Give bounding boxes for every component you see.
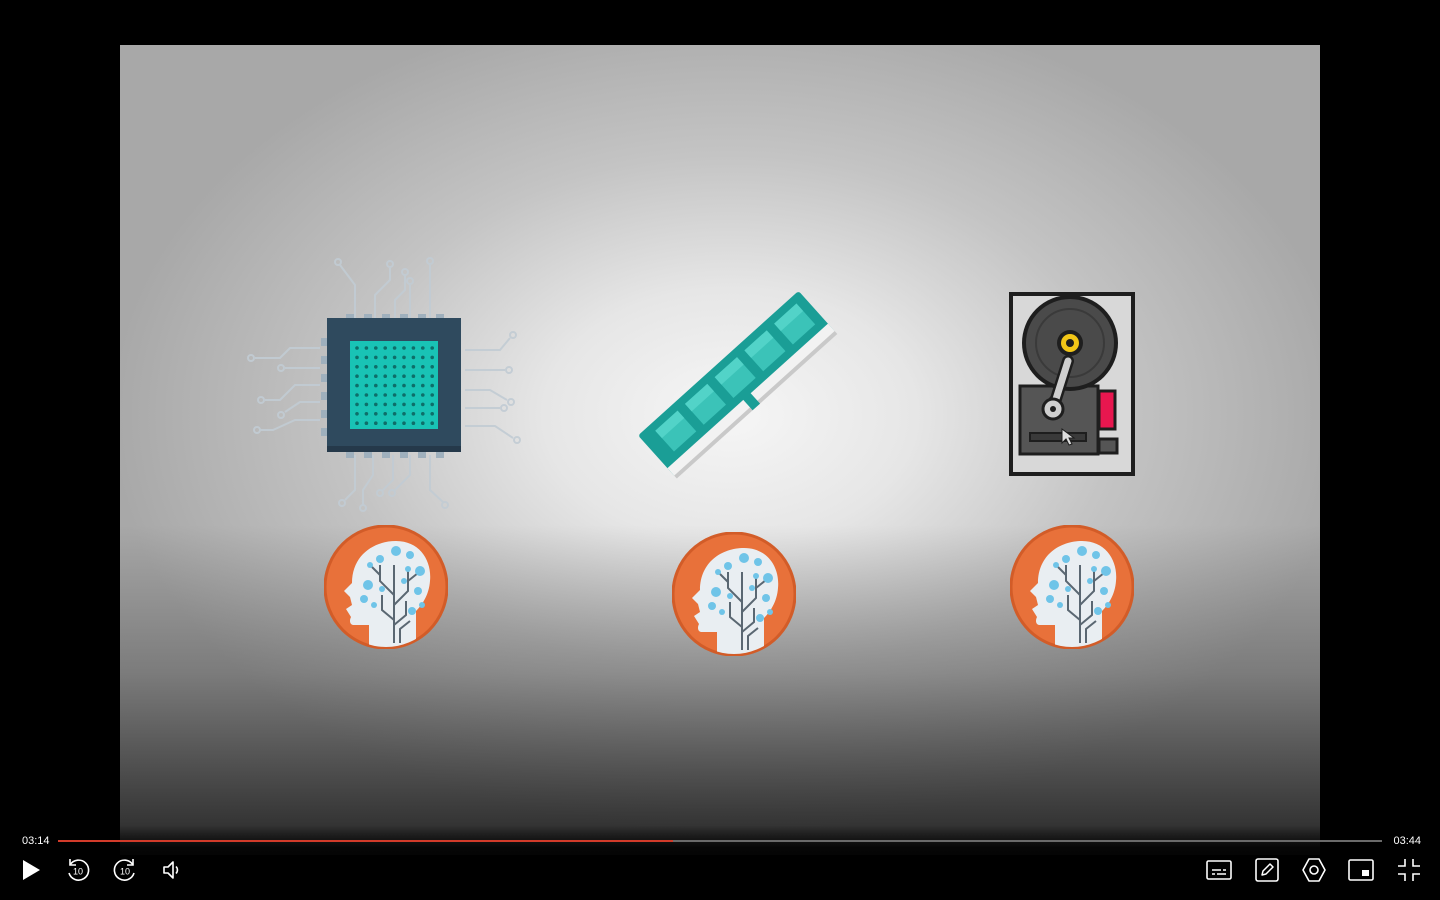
current-time: 03:14 bbox=[22, 835, 50, 847]
volume-button[interactable] bbox=[158, 856, 186, 884]
progress-fill bbox=[58, 840, 673, 842]
picture-in-picture-button[interactable] bbox=[1347, 856, 1375, 884]
picture-in-picture-icon bbox=[1348, 859, 1374, 881]
video-frame[interactable] bbox=[120, 45, 1320, 855]
exit-fullscreen-button[interactable] bbox=[1395, 856, 1423, 884]
gear-icon bbox=[1302, 858, 1326, 882]
exit-fullscreen-icon bbox=[1398, 859, 1420, 881]
ai-brain-badge-1 bbox=[324, 525, 448, 649]
ai-brain-badge-3 bbox=[1010, 525, 1134, 649]
forward-10-button[interactable]: 10 bbox=[111, 856, 139, 884]
rewind-10-button[interactable]: 10 bbox=[64, 856, 92, 884]
play-icon bbox=[23, 860, 40, 880]
ram-module-illustration bbox=[639, 292, 838, 479]
volume-icon bbox=[163, 861, 179, 879]
captions-icon bbox=[1206, 860, 1232, 880]
rewind-10-icon: 10 bbox=[68, 859, 90, 881]
pencil-icon bbox=[1255, 858, 1279, 882]
rewind-seconds-label: 10 bbox=[73, 867, 83, 877]
forward-10-icon: 10 bbox=[113, 859, 135, 881]
ai-brain-badge-2 bbox=[672, 532, 796, 656]
notes-button[interactable] bbox=[1253, 856, 1281, 884]
captions-button[interactable] bbox=[1205, 856, 1233, 884]
duration: 03:44 bbox=[1393, 835, 1421, 847]
hard-drive-illustration bbox=[1009, 292, 1135, 476]
progress-bar[interactable] bbox=[58, 840, 1382, 842]
settings-button[interactable] bbox=[1300, 856, 1328, 884]
cpu-chip-illustration bbox=[247, 257, 521, 512]
play-button[interactable] bbox=[17, 856, 45, 884]
forward-seconds-label: 10 bbox=[120, 867, 130, 877]
player-controls: 03:14 03:44 10 10 bbox=[0, 825, 1440, 900]
